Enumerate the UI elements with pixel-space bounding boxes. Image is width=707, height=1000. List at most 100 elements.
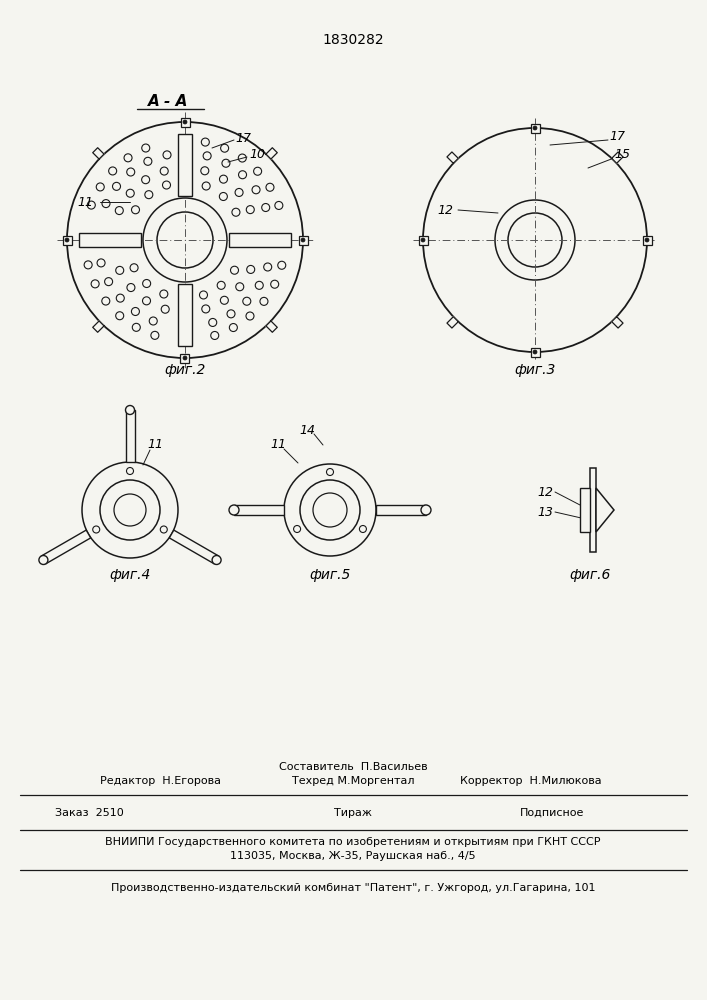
- Polygon shape: [376, 505, 426, 515]
- Circle shape: [221, 296, 228, 304]
- Circle shape: [212, 556, 221, 564]
- Text: 11: 11: [77, 196, 93, 209]
- Circle shape: [132, 206, 139, 214]
- Text: 17: 17: [235, 131, 251, 144]
- Circle shape: [161, 305, 169, 313]
- Circle shape: [112, 182, 120, 190]
- Circle shape: [275, 201, 283, 209]
- Circle shape: [211, 331, 218, 339]
- Polygon shape: [178, 284, 192, 346]
- Polygon shape: [79, 233, 141, 247]
- Circle shape: [127, 189, 134, 197]
- Circle shape: [115, 207, 123, 215]
- Circle shape: [132, 307, 139, 315]
- Circle shape: [293, 526, 300, 532]
- Circle shape: [229, 505, 239, 515]
- Circle shape: [127, 284, 135, 292]
- Bar: [643, 235, 651, 244]
- Circle shape: [116, 312, 124, 320]
- Circle shape: [533, 126, 537, 130]
- Text: 113035, Москва, Ж-35, Раушская наб., 4/5: 113035, Москва, Ж-35, Раушская наб., 4/5: [230, 851, 476, 861]
- Circle shape: [246, 206, 255, 214]
- Circle shape: [246, 312, 254, 320]
- Text: Заказ  2510: Заказ 2510: [55, 808, 124, 818]
- Circle shape: [141, 176, 150, 184]
- Text: Составитель  П.Васильев: Составитель П.Васильев: [279, 762, 427, 772]
- Text: фиг.5: фиг.5: [310, 568, 351, 582]
- Circle shape: [645, 238, 649, 242]
- Circle shape: [219, 192, 228, 200]
- Circle shape: [266, 183, 274, 191]
- Text: 12: 12: [537, 486, 553, 498]
- Bar: [180, 354, 189, 362]
- Circle shape: [227, 310, 235, 318]
- Circle shape: [151, 331, 159, 339]
- Circle shape: [219, 175, 228, 183]
- Polygon shape: [447, 317, 458, 328]
- Text: фиг.6: фиг.6: [569, 568, 611, 582]
- Circle shape: [163, 181, 170, 189]
- Circle shape: [421, 505, 431, 515]
- Circle shape: [255, 281, 263, 289]
- Circle shape: [130, 264, 138, 272]
- Text: Тираж: Тираж: [334, 808, 372, 818]
- Polygon shape: [169, 530, 219, 564]
- Polygon shape: [93, 321, 104, 332]
- Circle shape: [93, 526, 100, 533]
- Circle shape: [124, 154, 132, 162]
- Circle shape: [252, 186, 260, 194]
- Circle shape: [65, 238, 69, 242]
- Circle shape: [149, 317, 157, 325]
- Text: 13: 13: [537, 506, 553, 518]
- Polygon shape: [612, 317, 623, 328]
- Bar: [530, 348, 539, 357]
- Text: 17: 17: [609, 130, 625, 143]
- Text: фиг.4: фиг.4: [110, 568, 151, 582]
- Text: 12: 12: [437, 204, 453, 217]
- Bar: [530, 123, 539, 132]
- Text: 10: 10: [249, 148, 265, 161]
- Circle shape: [144, 157, 152, 165]
- Text: Редактор  Н.Егорова: Редактор Н.Егорова: [100, 776, 221, 786]
- Text: А - А: А - А: [148, 95, 188, 109]
- Circle shape: [96, 183, 104, 191]
- Text: 11: 11: [147, 438, 163, 452]
- Text: 15: 15: [614, 148, 630, 161]
- Circle shape: [235, 283, 244, 291]
- Circle shape: [201, 305, 210, 313]
- Circle shape: [221, 144, 228, 152]
- Circle shape: [264, 263, 271, 271]
- Circle shape: [278, 261, 286, 269]
- Circle shape: [533, 350, 537, 354]
- Circle shape: [102, 200, 110, 208]
- Polygon shape: [234, 505, 284, 515]
- Circle shape: [243, 297, 251, 305]
- Circle shape: [87, 201, 95, 209]
- Text: Корректор  Н.Милюкова: Корректор Н.Милюкова: [460, 776, 602, 786]
- Bar: [298, 235, 308, 244]
- Polygon shape: [612, 152, 623, 163]
- Circle shape: [301, 238, 305, 242]
- Polygon shape: [126, 410, 134, 462]
- Circle shape: [199, 291, 207, 299]
- Text: 11: 11: [270, 438, 286, 452]
- Circle shape: [160, 167, 168, 175]
- Circle shape: [39, 556, 48, 564]
- Circle shape: [421, 238, 425, 242]
- Text: 14: 14: [299, 424, 315, 436]
- Polygon shape: [266, 148, 277, 159]
- Polygon shape: [229, 233, 291, 247]
- Circle shape: [201, 138, 209, 146]
- Circle shape: [91, 280, 99, 288]
- Polygon shape: [266, 321, 277, 332]
- Circle shape: [235, 188, 243, 196]
- Polygon shape: [596, 488, 614, 532]
- Polygon shape: [178, 134, 192, 196]
- Bar: [580, 488, 590, 532]
- Circle shape: [116, 294, 124, 302]
- Circle shape: [183, 356, 187, 360]
- Circle shape: [260, 297, 268, 305]
- Circle shape: [145, 191, 153, 199]
- Circle shape: [201, 167, 209, 175]
- Circle shape: [160, 526, 168, 533]
